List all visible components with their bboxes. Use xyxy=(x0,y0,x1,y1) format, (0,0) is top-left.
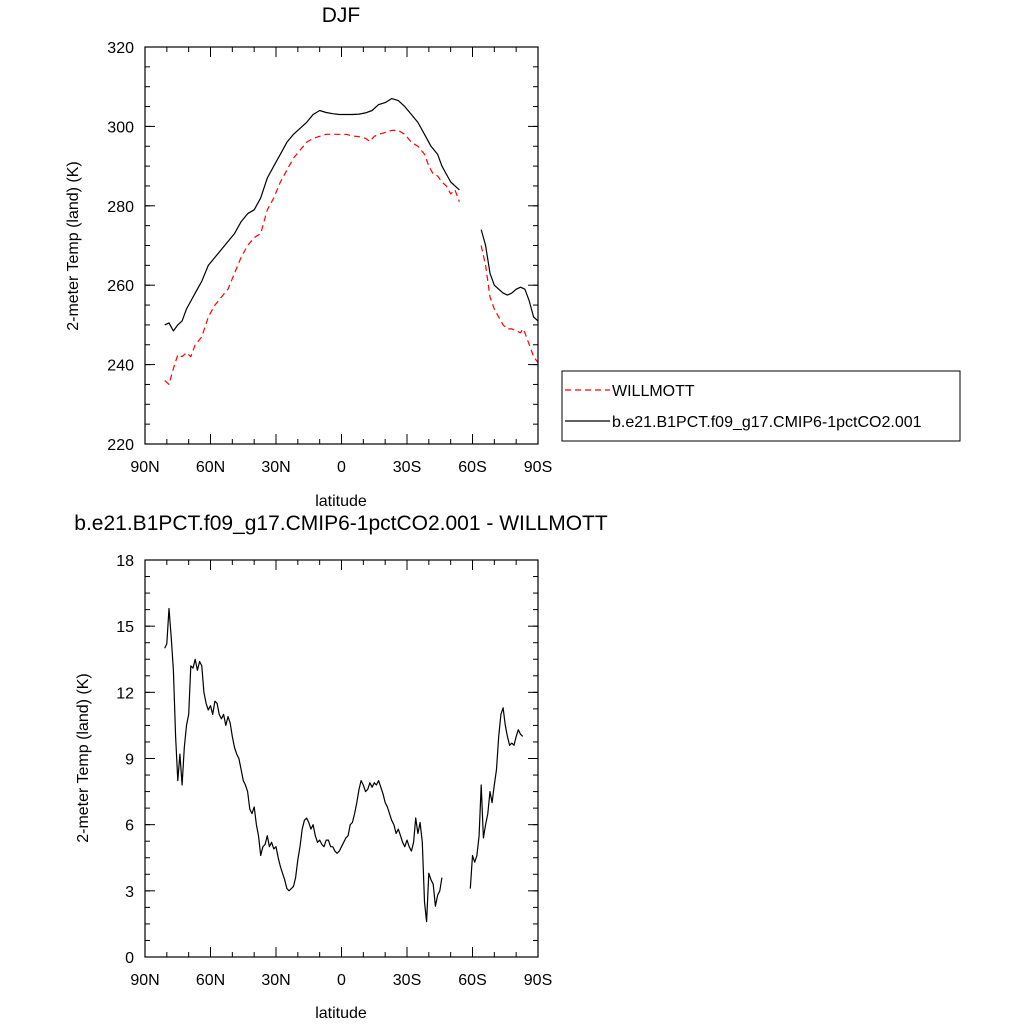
x-tick-label: 0 xyxy=(337,459,346,476)
x-tick-label: 90S xyxy=(524,972,552,989)
bottom-x-axis-label: latitude xyxy=(315,1005,367,1022)
series-line xyxy=(164,97,460,332)
y-tick-label: 9 xyxy=(125,752,134,769)
y-tick-label: 12 xyxy=(116,685,134,702)
top-x-axis-label: latitude xyxy=(315,493,367,510)
series-line xyxy=(164,607,443,923)
panel-top: DJF 90N 60N 30N 0 30S 60S 90S 220 240 260 280 300 32… xyxy=(65,4,961,510)
top-plot-area: 90N 60N 30N 0 30S 60S 90S 220 240 260 280 300 320 xyxy=(107,40,552,476)
y-tick-label: 320 xyxy=(107,40,134,57)
x-tick-label: 60S xyxy=(458,459,486,476)
x-tick-label: 60N xyxy=(196,972,225,989)
series-line xyxy=(469,707,524,889)
series-line xyxy=(164,129,460,385)
x-tick-label: 90N xyxy=(130,972,159,989)
y-tick-label: 18 xyxy=(116,553,134,570)
x-tick-label: 30S xyxy=(393,972,421,989)
y-tick-label: 240 xyxy=(107,358,134,375)
y-tick-label: 3 xyxy=(125,884,134,901)
plot-frame xyxy=(144,46,539,445)
panel-bottom: b.e21.B1PCT.f09_g17.CMIP6-1pctCO2.001 - … xyxy=(74,512,608,1022)
y-tick-label: 15 xyxy=(116,619,134,636)
x-tick-label: 90S xyxy=(524,459,552,476)
x-tick-label: 60S xyxy=(458,972,486,989)
bottom-plot-area: 90N 60N 30N 0 30S 60S 90S 0 3 6 9 12 15 18 xyxy=(116,553,552,989)
x-tick-label: 90N xyxy=(130,459,159,476)
y-tick-label: 300 xyxy=(107,119,134,136)
series-line xyxy=(480,229,539,322)
top-y-axis-label: 2-meter Temp (land) (K) xyxy=(65,161,82,331)
x-tick-label: 30N xyxy=(261,972,290,989)
y-tick-label: 6 xyxy=(125,818,134,835)
y-tick-label: 0 xyxy=(125,950,134,967)
bottom-y-axis-label: 2-meter Temp (land) (K) xyxy=(75,673,92,843)
x-tick-label: 0 xyxy=(337,972,346,989)
x-tick-label: 60N xyxy=(196,459,225,476)
x-tick-label: 30N xyxy=(261,459,290,476)
plot-frame xyxy=(144,559,539,958)
legend-model-label: b.e21.B1PCT.f09_g17.CMIP6-1pctCO2.001 xyxy=(612,414,922,431)
legend-box xyxy=(561,370,961,442)
y-tick-label: 280 xyxy=(107,199,134,216)
y-tick-label: 220 xyxy=(107,437,134,454)
series-line xyxy=(480,245,539,363)
top-chart-title: DJF xyxy=(322,4,361,27)
legend-willmott-label: WILLMOTT xyxy=(612,383,695,400)
top-legend: WILLMOTT b.e21.B1PCT.f09_g17.CMIP6-1pctC… xyxy=(561,370,961,442)
x-tick-label: 30S xyxy=(393,459,421,476)
bottom-chart-title: b.e21.B1PCT.f09_g17.CMIP6-1pctCO2.001 - … xyxy=(74,512,608,535)
y-tick-label: 260 xyxy=(107,278,134,295)
